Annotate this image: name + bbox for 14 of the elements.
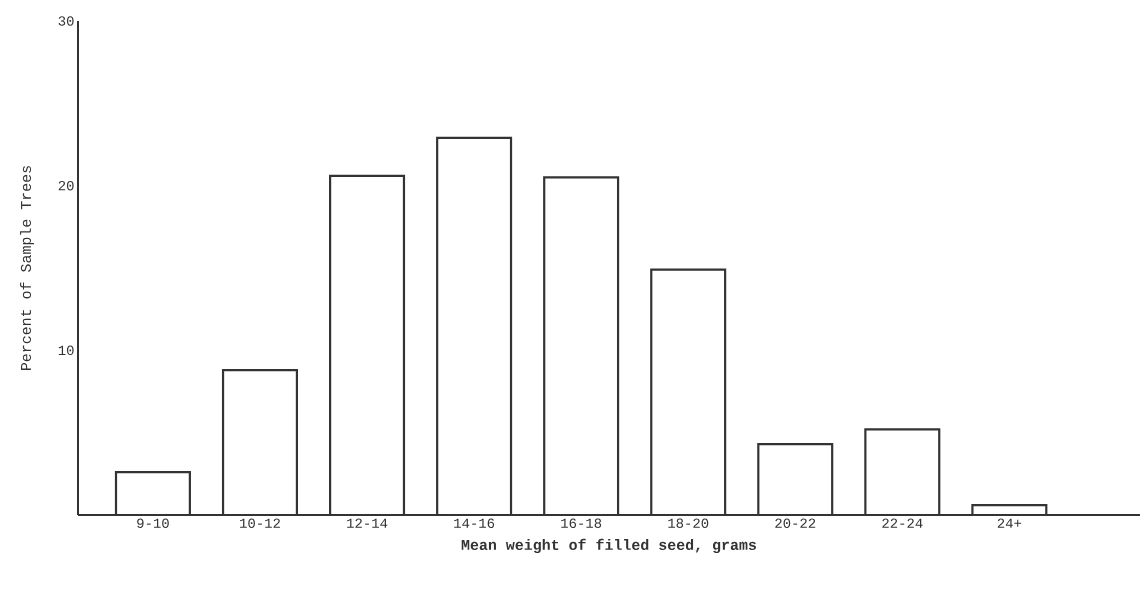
x-axis-title: Mean weight of filled seed, grams bbox=[461, 538, 756, 554]
y-tick-label: 20 bbox=[58, 180, 74, 191]
x-tick-label: 10-12 bbox=[240, 518, 280, 528]
x-tick-label: 12-14 bbox=[347, 518, 388, 528]
y-axis-title: Percent of Sample Trees bbox=[20, 166, 34, 370]
x-tick-label: 9-10 bbox=[137, 518, 169, 528]
x-tick-label: 14-16 bbox=[454, 518, 495, 528]
x-tick-label: 22-24 bbox=[882, 518, 923, 528]
x-tick-label: 18-20 bbox=[668, 518, 709, 528]
x-tick-label: 24+ bbox=[997, 518, 1022, 528]
x-tick-label: 20-22 bbox=[775, 518, 816, 528]
y-tick-label: 30 bbox=[58, 16, 74, 26]
x-tick-label: 16-18 bbox=[561, 518, 602, 528]
y-tick-label: 10 bbox=[58, 345, 74, 356]
